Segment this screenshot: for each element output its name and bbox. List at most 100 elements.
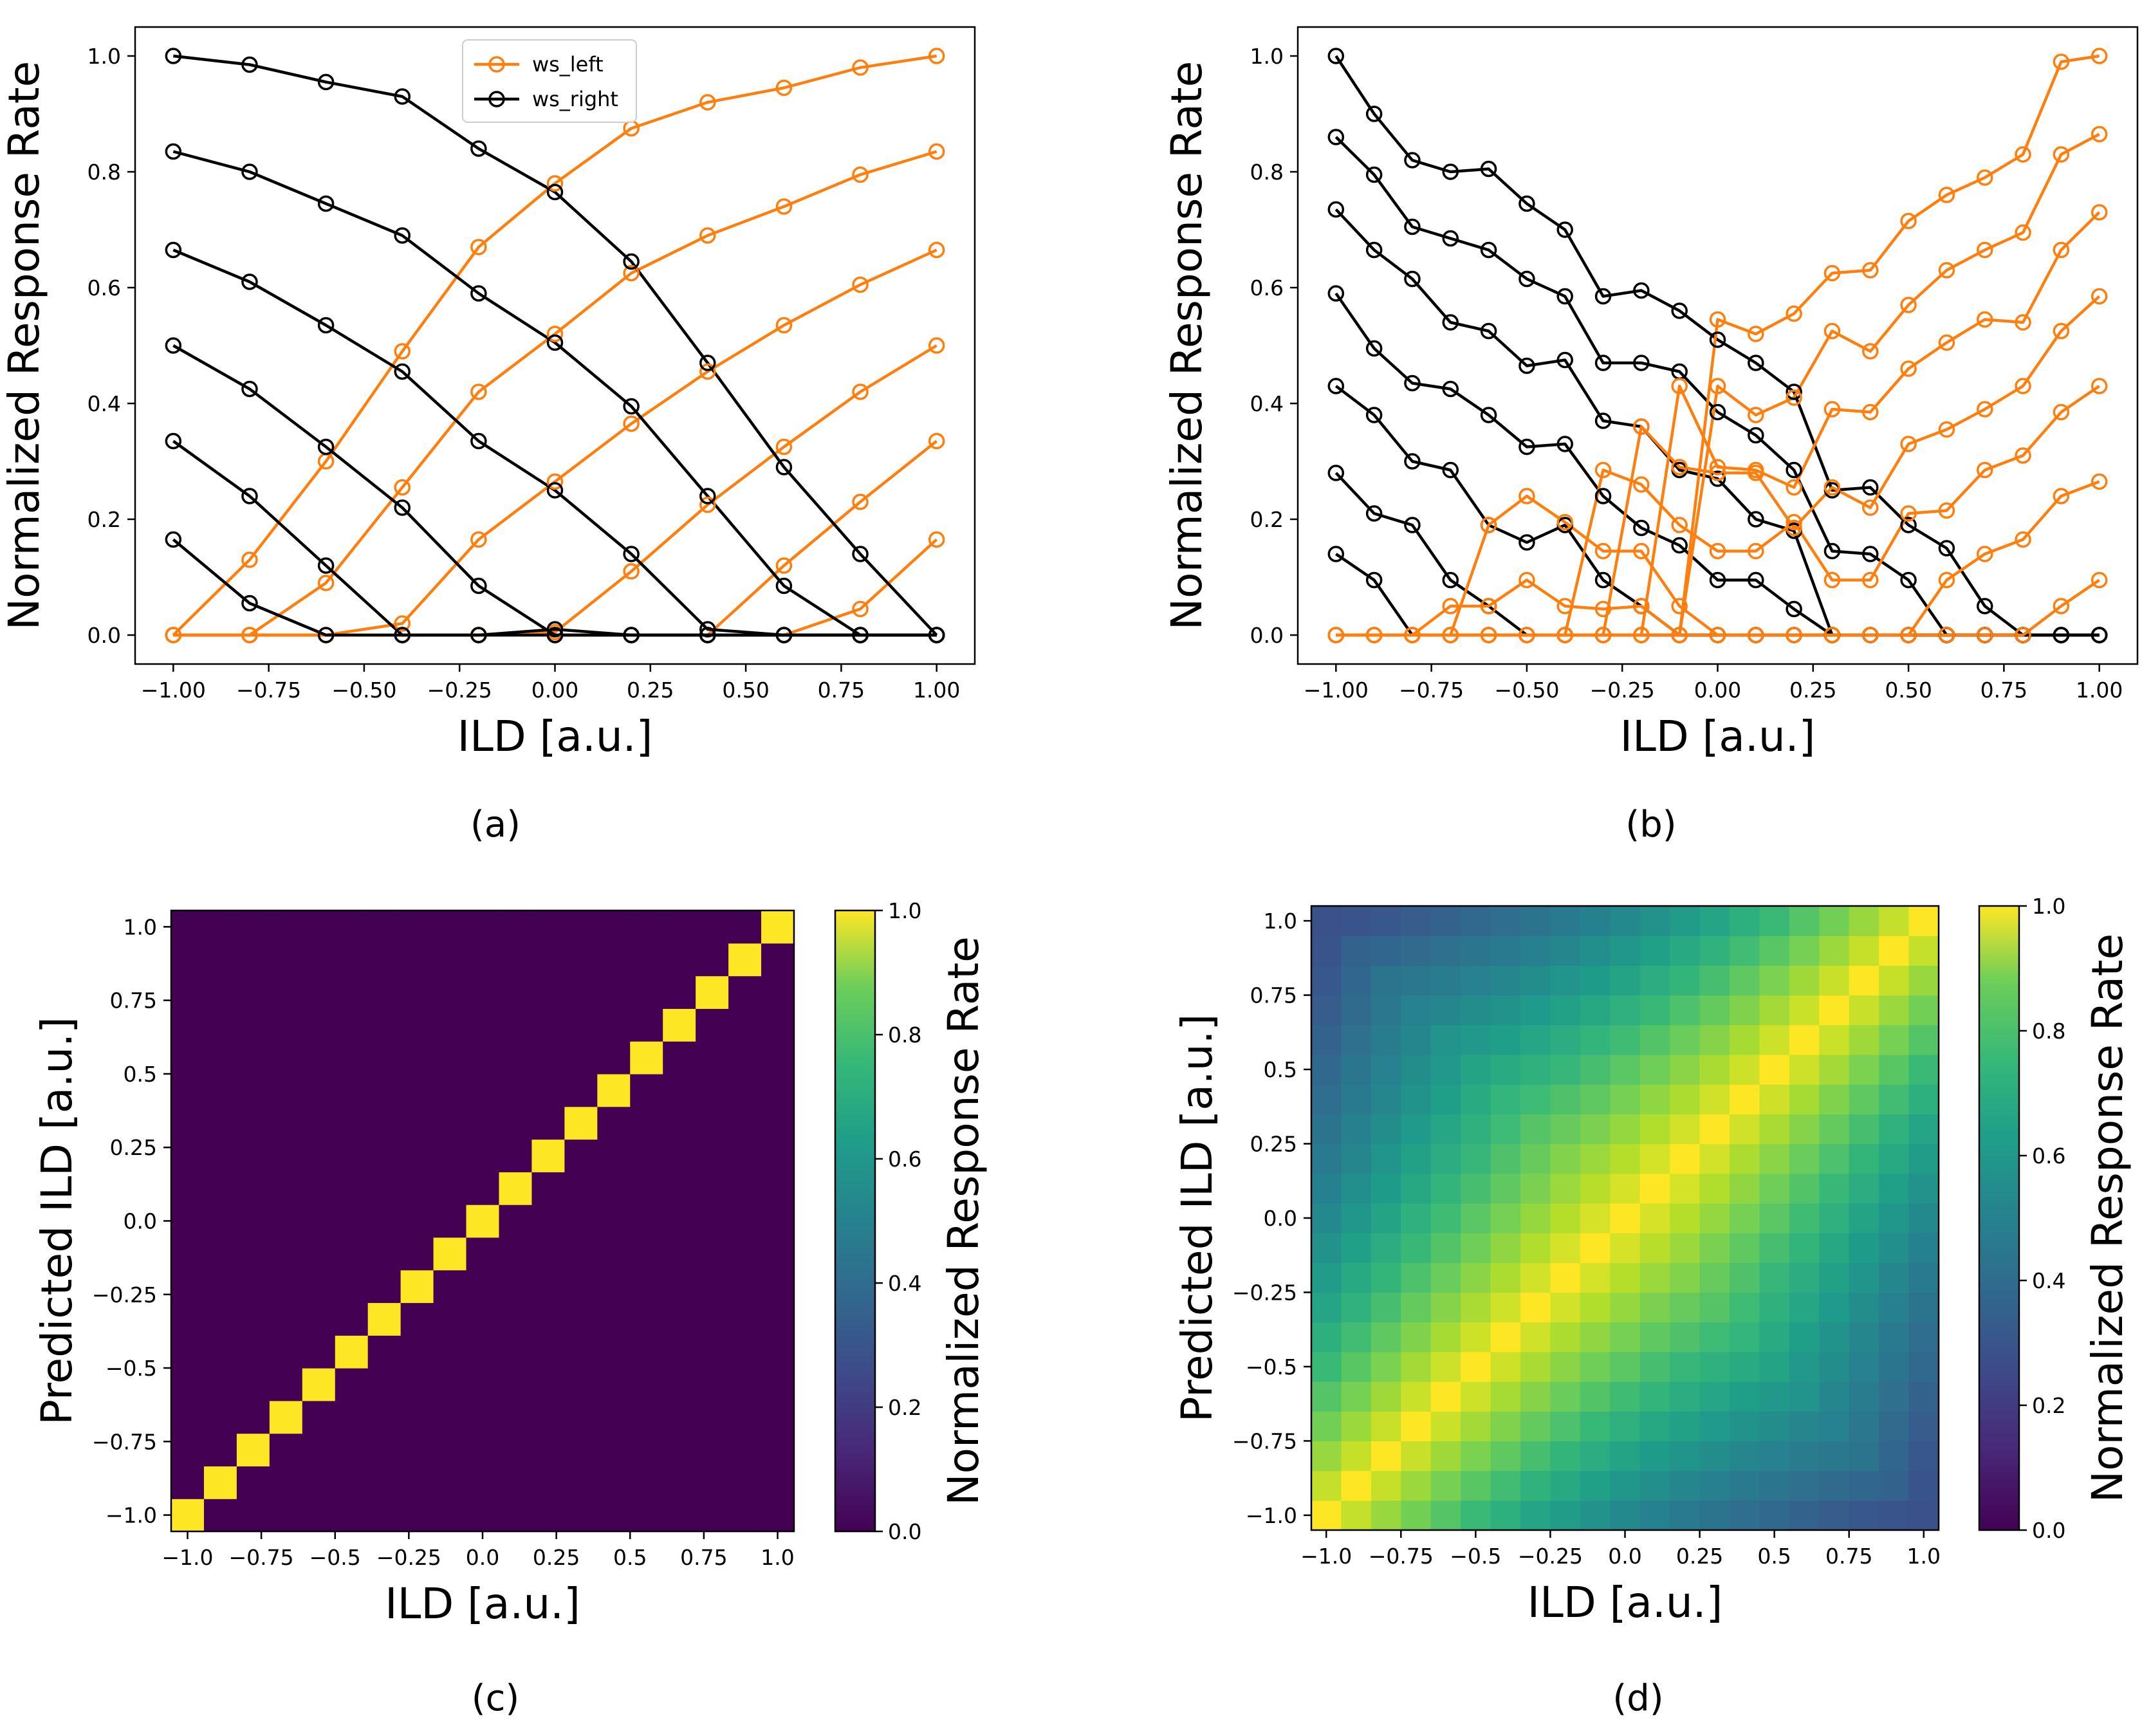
- data-point-ws_right: [241, 595, 258, 612]
- heatmap-cell: [1401, 1114, 1432, 1145]
- heatmap-cell: [499, 1335, 533, 1369]
- heatmap-cell: [433, 1172, 467, 1205]
- heatmap-cell: [630, 975, 663, 1009]
- heatmap-cell: [663, 1237, 696, 1271]
- heatmap-cell: [1879, 965, 1910, 996]
- heatmap-cell: [302, 1400, 336, 1434]
- heatmap-cell: [761, 1106, 795, 1140]
- data-point-ws_left: [1786, 513, 1802, 531]
- heatmap-cell: [1789, 995, 1820, 1026]
- x-tick-label: 0.25: [533, 1545, 580, 1570]
- heatmap-cell: [433, 1041, 467, 1075]
- heatmap-cell: [236, 910, 270, 944]
- heatmap-cell: [1759, 1500, 1790, 1531]
- heatmap-cell: [1461, 1351, 1491, 1382]
- heatmap-cell: [367, 1433, 402, 1467]
- series-line-ws_left: [1336, 211, 2101, 637]
- data-point-ws_right: [2091, 627, 2108, 643]
- heatmap-cell: [1730, 1292, 1760, 1323]
- heatmap-cell: [728, 1335, 762, 1369]
- heatmap-cell: [1610, 1322, 1641, 1353]
- heatmap-cell: [597, 1270, 631, 1304]
- heatmap-cell: [1670, 1351, 1701, 1382]
- heatmap-cell: [335, 1270, 369, 1304]
- heatmap-cell: [1610, 1262, 1641, 1293]
- series-line-ws_left: [173, 538, 938, 637]
- heatmap-cell: [171, 1335, 205, 1369]
- heatmap-cell: [1520, 936, 1551, 966]
- data-point-ws_left: [623, 563, 640, 580]
- heatmap-cell: [1730, 1262, 1760, 1293]
- heatmap-cell: [1610, 1500, 1641, 1531]
- x-tick-label: 0.25: [1789, 678, 1836, 703]
- heatmap-cell: [335, 1400, 369, 1434]
- heatmap-cell: [531, 975, 565, 1009]
- data-point-ws_left: [775, 557, 793, 574]
- data-point-ws_left: [852, 600, 869, 618]
- heatmap-cell: [696, 1368, 729, 1401]
- heatmap-cell: [236, 1139, 270, 1172]
- heatmap-cell: [630, 1433, 663, 1467]
- heatmap-cell: [1849, 1173, 1879, 1204]
- heatmap-cell: [1759, 1381, 1790, 1412]
- heatmap-cell: [564, 943, 598, 977]
- data-point-ws_right: [1519, 195, 1535, 212]
- heatmap-cell: [630, 1466, 663, 1499]
- heatmap-cell: [1639, 1322, 1670, 1353]
- series-line-ws_right: [1334, 55, 2100, 637]
- heatmap-cell: [1371, 1381, 1401, 1412]
- series-line-ws_right: [1335, 553, 2100, 637]
- heatmap-cell: [236, 975, 270, 1009]
- heatmap-cell: [433, 1106, 467, 1140]
- heatmap-cell: [1490, 1441, 1521, 1472]
- heatmap-cell: [466, 943, 500, 977]
- data-point-ws_right: [1365, 571, 1383, 589]
- heatmap-cell: [1371, 1114, 1401, 1145]
- x-axis-label: ILD [a.u.]: [1528, 1578, 1723, 1627]
- data-point-ws_right: [699, 621, 716, 638]
- heatmap-cell: [1699, 936, 1730, 966]
- heatmap-cell: [302, 1466, 336, 1499]
- heatmap-cell: [1490, 1024, 1521, 1055]
- heatmap-cell: [335, 1368, 369, 1401]
- heatmap-cell: [630, 1302, 663, 1336]
- y-tick-label: 0.25: [1250, 1132, 1297, 1157]
- heatmap-cell: [1490, 1262, 1521, 1293]
- series-line-ws_left: [173, 150, 937, 637]
- data-point-ws_right: [1900, 517, 1917, 533]
- heatmap-cell: [1908, 1262, 1939, 1293]
- heatmap-cell: [1789, 1084, 1820, 1114]
- data-point-ws_left: [1633, 598, 1650, 614]
- heatmap-cell: [171, 1139, 205, 1172]
- heatmap-cell: [1759, 1292, 1790, 1323]
- data-point-ws_right: [1365, 106, 1383, 122]
- heatmap-cell: [1789, 906, 1820, 936]
- heatmap-cell: [1639, 1114, 1670, 1145]
- heatmap-cell: [728, 1270, 762, 1304]
- heatmap-cell: [236, 1073, 270, 1107]
- heatmap-cell: [1819, 1203, 1850, 1233]
- heatmap-cell: [335, 975, 369, 1009]
- heatmap-cell: [696, 1302, 729, 1336]
- heatmap-cell: [696, 1335, 729, 1369]
- heatmap-cell: [433, 1499, 467, 1532]
- data-point-ws_right: [1327, 546, 1345, 562]
- heatmap-cell: [1819, 1173, 1850, 1204]
- heatmap-cell: [269, 1139, 303, 1172]
- series-line-ws_left: [173, 248, 937, 637]
- heatmap-cell: [433, 1205, 467, 1238]
- heatmap-cell: [1908, 1470, 1939, 1501]
- heatmap-cell: [1759, 1143, 1790, 1174]
- heatmap-cell: [1730, 965, 1760, 996]
- heatmap-cell: [728, 1400, 762, 1434]
- heatmap-cell: [171, 1368, 205, 1401]
- data-point-ws_left: [1633, 627, 1650, 643]
- heatmap-cell: [367, 1139, 402, 1172]
- heatmap-cell: [1371, 1054, 1401, 1085]
- heatmap-cell: [531, 1400, 565, 1434]
- heatmap-cell: [1849, 1322, 1879, 1353]
- heatmap-cell: [1371, 1262, 1401, 1293]
- data-point-ws_right: [1327, 465, 1345, 481]
- heatmap-cell: [466, 1466, 500, 1499]
- heatmap-cell: [466, 1270, 500, 1304]
